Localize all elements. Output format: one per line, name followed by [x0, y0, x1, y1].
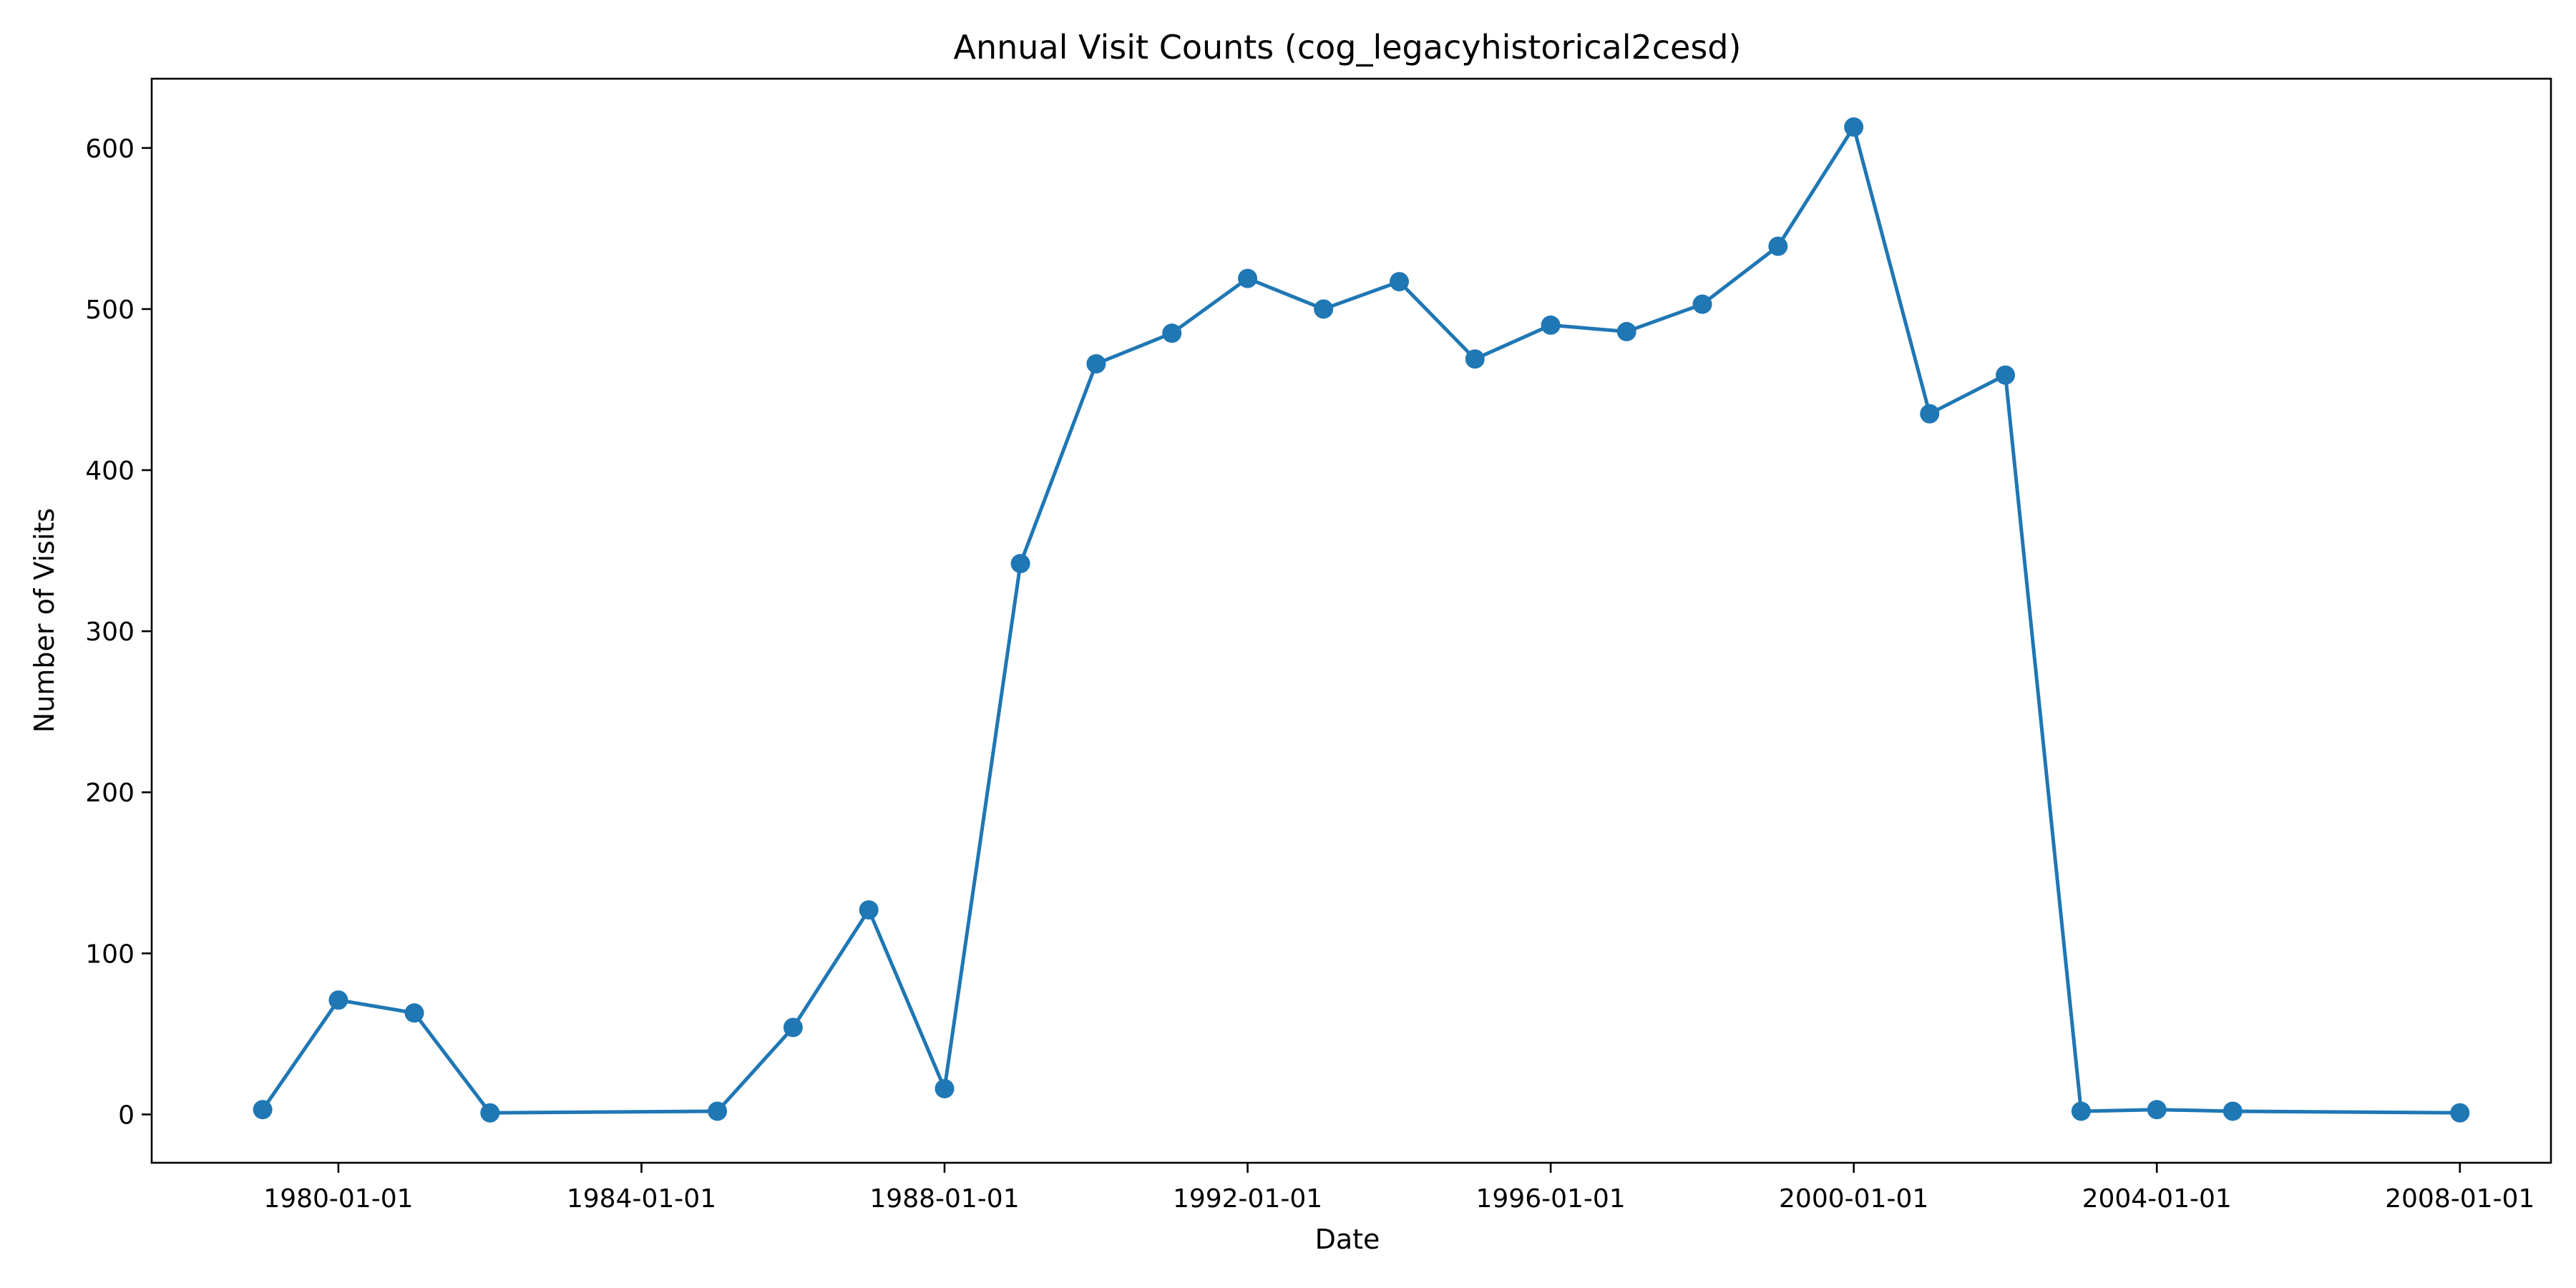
series-layer	[253, 117, 2470, 1123]
data-point	[1996, 365, 2016, 385]
data-point	[1238, 268, 1258, 288]
x-tick-label: 1984-01-01	[567, 1184, 716, 1214]
y-tick-label: 500	[85, 296, 135, 325]
data-point	[1086, 353, 1106, 374]
y-tick-label: 600	[85, 135, 135, 164]
data-point	[1389, 272, 1409, 292]
data-point	[2071, 1101, 2091, 1121]
data-point	[1541, 315, 1561, 335]
data-point	[1010, 554, 1030, 574]
x-tick-label: 1988-01-01	[869, 1184, 1019, 1214]
data-point	[1314, 299, 1334, 319]
data-point	[404, 1003, 424, 1023]
data-point	[1844, 117, 1864, 137]
y-axis-label: Number of Visits	[29, 508, 60, 733]
data-point	[1465, 349, 1485, 369]
data-point	[1768, 236, 1788, 256]
data-point	[935, 1078, 955, 1098]
data-point	[783, 1018, 803, 1038]
x-tick-label: 1980-01-01	[263, 1184, 413, 1214]
data-point	[859, 900, 879, 920]
data-point	[2223, 1101, 2243, 1121]
x-tick-label: 2004-01-01	[2082, 1184, 2232, 1214]
data-point	[2147, 1100, 2167, 1120]
data-point	[1616, 321, 1636, 341]
y-tick-label: 100	[85, 940, 135, 969]
data-point	[708, 1101, 728, 1121]
data-point	[1162, 323, 1182, 343]
series-line	[261, 125, 2460, 1115]
data-point	[1692, 294, 1712, 314]
x-tick-label: 1992-01-01	[1173, 1184, 1322, 1214]
data-point	[2450, 1103, 2470, 1123]
plot-frame	[150, 77, 2552, 1164]
y-tick-label: 300	[85, 618, 135, 647]
y-tick-label: 200	[85, 779, 135, 808]
data-point	[480, 1103, 500, 1123]
data-point	[253, 1100, 273, 1120]
data-point	[1920, 404, 1940, 424]
x-tick-label: 1996-01-01	[1475, 1184, 1625, 1214]
y-axis: 0 100 200 300 400 500 600	[85, 135, 152, 1130]
x-tick-label: 2000-01-01	[1779, 1184, 1928, 1214]
x-tick-label: 2008-01-01	[2385, 1184, 2534, 1214]
y-tick-label: 400	[85, 457, 135, 486]
x-axis-label: Date	[1315, 1224, 1380, 1255]
x-axis: 1980-01-01 1984-01-01 1988-01-01 1992-01-01…	[263, 1163, 2534, 1214]
y-tick-label: 0	[118, 1101, 135, 1130]
data-point	[328, 990, 348, 1010]
chart-title: Annual Visit Counts (cog_legacyhistorica…	[954, 28, 1742, 67]
